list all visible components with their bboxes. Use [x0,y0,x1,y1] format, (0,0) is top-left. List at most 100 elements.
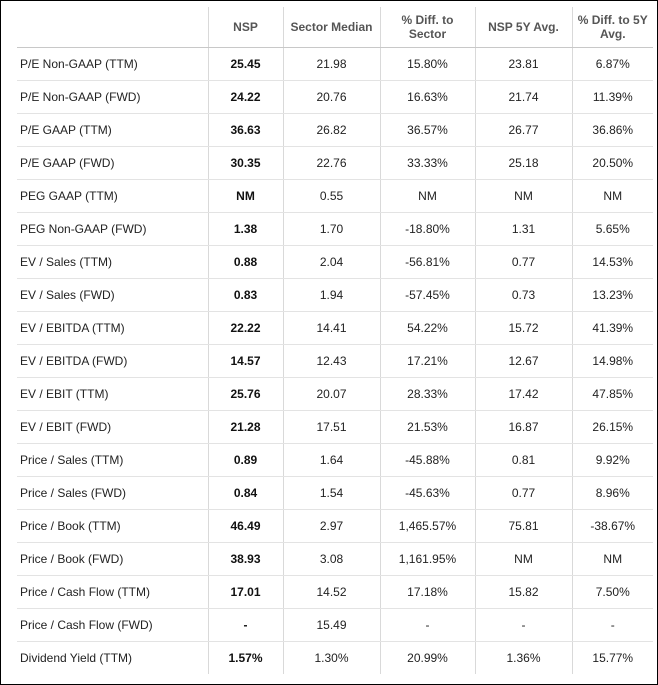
cell-nsp: 22.22 [208,311,284,345]
cell-diff-5y-avg: 5.65% [572,212,653,246]
cell-sector-median: 21.98 [283,47,381,81]
cell-diff-sector: NM [380,179,476,213]
cell-diff-sector: -56.81% [380,245,476,279]
cell-diff-5y-avg: - [572,608,653,642]
cell-diff-5y-avg: 47.85% [572,377,653,411]
cell-nsp-5y-avg: 0.77 [475,245,573,279]
table-body: P/E Non-GAAP (TTM) 25.45 21.98 15.80% 23.81 6… [17,47,653,674]
table-row: EV / EBIT (FWD) 21.28 17.51 21.53% 16.87 26.1… [17,410,653,444]
table-row: P/E GAAP (FWD) 30.35 22.76 33.33% 25.18 20.50… [17,146,653,180]
cell-diff-5y-avg: NM [572,179,653,213]
cell-nsp-5y-avg: 0.81 [475,443,573,477]
cell-metric: EV / Sales (TTM) [17,245,209,279]
cell-nsp: 0.84 [208,476,284,510]
cell-nsp-5y-avg: 75.81 [475,509,573,543]
cell-diff-5y-avg: 8.96% [572,476,653,510]
cell-sector-median: 12.43 [283,344,381,378]
header-diff-sector: % Diff. to Sector [380,7,476,48]
cell-nsp-5y-avg: 1.31 [475,212,573,246]
table-row: EV / EBITDA (FWD) 14.57 12.43 17.21% 12.67 14… [17,344,653,378]
cell-diff-sector: 21.53% [380,410,476,444]
table-row: PEG Non-GAAP (FWD) 1.38 1.70 -18.80% 1.31 5.6… [17,212,653,246]
cell-nsp-5y-avg: 17.42 [475,377,573,411]
cell-diff-5y-avg: 14.53% [572,245,653,279]
header-diff-5y-avg: % Diff. to 5Y Avg. [572,7,653,48]
cell-diff-sector: 17.18% [380,575,476,609]
table-row: Price / Book (FWD) 38.93 3.08 1,161.95% NM NM [17,542,653,576]
table-row: P/E Non-GAAP (TTM) 25.45 21.98 15.80% 23.81 6… [17,47,653,81]
cell-nsp: 1.57% [208,641,284,674]
cell-diff-sector: 15.80% [380,47,476,81]
cell-nsp: 38.93 [208,542,284,576]
cell-nsp: 24.22 [208,80,284,114]
cell-metric: Price / Sales (TTM) [17,443,209,477]
cell-metric: EV / EBITDA (FWD) [17,344,209,378]
cell-nsp: 30.35 [208,146,284,180]
cell-diff-5y-avg: -38.67% [572,509,653,543]
cell-sector-median: 1.64 [283,443,381,477]
header-nsp-5y-avg: NSP 5Y Avg. [475,7,573,48]
cell-metric: PEG GAAP (TTM) [17,179,209,213]
cell-diff-5y-avg: 36.86% [572,113,653,147]
cell-diff-5y-avg: 9.92% [572,443,653,477]
table-row: Price / Book (TTM) 46.49 2.97 1,465.57% 75.8… [17,509,653,543]
cell-diff-sector: 16.63% [380,80,476,114]
cell-metric: Dividend Yield (TTM) [17,641,209,674]
cell-sector-median: 22.76 [283,146,381,180]
cell-nsp: 1.38 [208,212,284,246]
cell-nsp: - [208,608,284,642]
cell-nsp-5y-avg: NM [475,179,573,213]
cell-metric: Price / Book (TTM) [17,509,209,543]
cell-diff-5y-avg: 14.98% [572,344,653,378]
cell-nsp-5y-avg: 16.87 [475,410,573,444]
cell-diff-sector: -45.63% [380,476,476,510]
cell-diff-5y-avg: 11.39% [572,80,653,114]
cell-sector-median: 2.04 [283,245,381,279]
cell-nsp-5y-avg: 21.74 [475,80,573,114]
cell-sector-median: 2.97 [283,509,381,543]
header-nsp: NSP [208,7,284,48]
cell-nsp-5y-avg: NM [475,542,573,576]
header-sector-median: Sector Median [283,7,381,48]
cell-metric: Price / Cash Flow (TTM) [17,575,209,609]
cell-nsp-5y-avg: 0.73 [475,278,573,312]
cell-diff-sector: -57.45% [380,278,476,312]
cell-nsp-5y-avg: 23.81 [475,47,573,81]
cell-sector-median: 17.51 [283,410,381,444]
cell-nsp: 25.76 [208,377,284,411]
table-row: Price / Cash Flow (FWD) -15.49- - - [17,608,653,642]
cell-nsp: 36.63 [208,113,284,147]
cell-diff-5y-avg: NM [572,542,653,576]
cell-sector-median: 1.30% [283,641,381,674]
table-row: Price / Sales (TTM) 0.89 1.64 -45.88% 0.81 9.… [17,443,653,477]
cell-metric: Price / Cash Flow (FWD) [17,608,209,642]
valuation-table: NSP Sector Median % Diff. to Sector NSP … [17,7,653,674]
cell-sector-median: 1.94 [283,278,381,312]
cell-nsp-5y-avg: 26.77 [475,113,573,147]
cell-nsp: 0.83 [208,278,284,312]
cell-nsp-5y-avg: 15.72 [475,311,573,345]
cell-sector-median: 3.08 [283,542,381,576]
cell-diff-sector: 28.33% [380,377,476,411]
cell-sector-median: 0.55 [283,179,381,213]
table-row: Price / Cash Flow (TTM) 17.01 14.52 17.18% 1… [17,575,653,609]
cell-metric: EV / EBIT (FWD) [17,410,209,444]
cell-diff-5y-avg: 15.77% [592,651,634,665]
cell-metric: EV / Sales (FWD) [17,278,209,312]
cell-nsp: 21.28 [208,410,284,444]
cell-nsp-5y-avg: 0.77 [475,476,573,510]
cell-nsp: 0.89 [208,443,284,477]
cell-diff-sector: 54.22% [380,311,476,345]
table-row: Dividend Yield (TTM) 1.57% 1.30% 20.99% 1.36… [17,641,653,674]
cell-nsp-5y-avg: 25.18 [475,146,573,180]
cell-nsp: 17.01 [208,575,284,609]
cell-nsp-5y-avg: 15.82 [475,575,573,609]
cell-sector-median: 1.70 [283,212,381,246]
cell-diff-sector: 20.99% [380,641,476,674]
cell-sector-median: 14.52 [283,575,381,609]
table-row: P/E Non-GAAP (FWD) 24.22 20.76 16.63% 21.74 1… [17,80,653,114]
table-row: EV / Sales (TTM) 0.88 2.04 -56.81% 0.77 14.53… [17,245,653,279]
cell-metric: Price / Book (FWD) [17,542,209,576]
cell-nsp-5y-avg: 1.36% [475,641,573,674]
cell-diff-5y-avg: 20.50% [572,146,653,180]
